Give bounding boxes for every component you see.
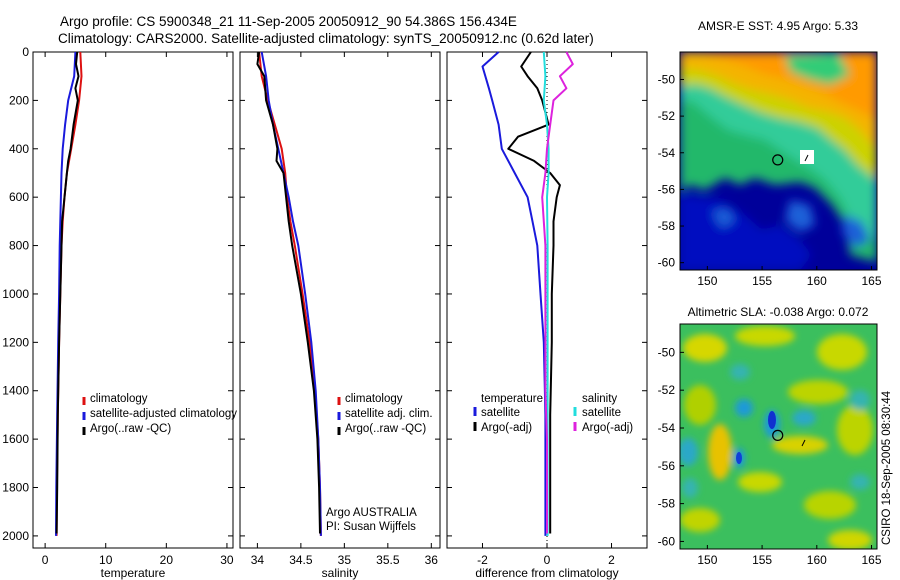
float-position-marker xyxy=(772,429,784,441)
y-tick-label: -60 xyxy=(658,256,676,270)
legend-heading-temperature: temperature xyxy=(481,393,543,405)
x-axis-label: difference from climatology xyxy=(475,566,618,580)
y-tick-label: 800 xyxy=(9,239,29,253)
y-tick-label: -60 xyxy=(658,534,676,548)
sst-map-axes: 150 155 160 165 -50 -52 -54 -56 -58 -60 xyxy=(658,51,882,288)
x-tick-label: 0 xyxy=(42,553,49,567)
legend-label: Argo(..raw -QC) xyxy=(90,423,171,435)
credit-line-1: Argo AUSTRALIA xyxy=(326,507,417,519)
x-tick-label: 0 xyxy=(544,553,551,567)
salinity-panel: 34 34.5 35 35.5 36 salinity xyxy=(239,51,441,580)
sst-map-title: AMSR-E SST: 4.95 Argo: 5.33 xyxy=(698,19,858,33)
y-tick-label: -54 xyxy=(658,146,676,160)
x-axis-label: salinity xyxy=(322,566,359,580)
legend-label: Argo(-adj) xyxy=(582,422,633,434)
legend-label: Argo(-adj) xyxy=(481,422,532,434)
y-tick-label: 1000 xyxy=(2,287,29,301)
x-axis-label: temperature xyxy=(101,566,166,580)
legend-label: satellite xyxy=(582,407,621,419)
x-tick-label: 35.5 xyxy=(376,553,400,567)
map-frame xyxy=(679,323,878,550)
x-tick-label: 155 xyxy=(752,553,772,567)
x-tick-label: 160 xyxy=(807,553,827,567)
y-tick-label: 1800 xyxy=(2,481,29,495)
x-tick-label: 150 xyxy=(697,274,717,288)
y-tick-label: 1600 xyxy=(2,432,29,446)
legend-label: satellite-adjusted climatology xyxy=(90,408,237,420)
legend-heading-salinity: salinity xyxy=(582,393,617,405)
title-line-1: Argo profile: CS 5900348_21 11-Sep-2005 … xyxy=(60,14,517,29)
y-tick-label: 200 xyxy=(9,93,29,107)
x-tick-label: 34 xyxy=(251,553,265,567)
y-tick-label: -56 xyxy=(658,459,676,473)
y-tick-label: -50 xyxy=(658,72,676,86)
y-tick-label: 2000 xyxy=(2,529,29,543)
y-tick-label: 0 xyxy=(22,45,29,59)
sla-map-axes: 150 155 160 165 -50 -52 -54 -56 -58 -60 xyxy=(658,323,882,567)
x-tick-label: 34.5 xyxy=(289,553,313,567)
x-tick-label: 150 xyxy=(697,553,717,567)
y-tick-label: 1400 xyxy=(2,384,29,398)
y-tick-label: -52 xyxy=(658,383,676,397)
temperature-legend: climatology satellite-adjusted climatolo… xyxy=(82,393,237,435)
difference-legend: temperature satellite Argo(-adj) salinit… xyxy=(473,393,633,434)
x-tick-label: 36 xyxy=(425,553,439,567)
sla-map-title: Altimetric SLA: -0.038 Argo: 0.072 xyxy=(688,305,869,319)
x-tick-label: 30 xyxy=(220,553,234,567)
x-tick-label: 160 xyxy=(807,274,827,288)
series-line-salinity-argo-adj- xyxy=(541,51,574,534)
x-tick-label: 165 xyxy=(862,274,882,288)
temperature-panel: 0 10 20 30 temperature 0 200 400 600 800 1000 1200 1… xyxy=(2,45,234,580)
y-tick-label: -56 xyxy=(658,182,676,196)
x-tick-label: 2 xyxy=(608,553,615,567)
x-tick-label: 165 xyxy=(862,553,882,567)
y-tick-label: -52 xyxy=(658,109,676,123)
series-line-salinity-satellite xyxy=(542,51,550,536)
y-tick-label: 1200 xyxy=(2,335,29,349)
series-line-argo-raw-qc- xyxy=(55,51,80,534)
legend-label: Argo(..raw -QC) xyxy=(345,423,426,435)
sst-map-image xyxy=(680,52,877,270)
y-tick-label: -54 xyxy=(658,421,676,435)
x-tick-label: 35 xyxy=(338,553,352,567)
title-line-2: Climatology: CARS2000. Satellite-adjuste… xyxy=(58,31,594,46)
series-line-argo-raw-qc- xyxy=(256,51,321,534)
series-line-temperature-argo-adj- xyxy=(507,51,561,534)
y-tick-label: -58 xyxy=(658,219,676,233)
map-frame xyxy=(679,51,878,271)
plot-frame xyxy=(239,51,441,549)
timestamp-stamp: CSIRO 18-Sep-2005 08:30:44 xyxy=(881,390,893,545)
x-tick-label: 155 xyxy=(752,274,772,288)
legend-label: climatology xyxy=(345,393,403,405)
x-tick-label: -2 xyxy=(477,553,488,567)
legend-label: climatology xyxy=(90,393,148,405)
x-tick-label: 20 xyxy=(160,553,174,567)
plot-frame xyxy=(32,51,234,549)
legend-label: satellite xyxy=(481,407,520,419)
y-tick-label: 600 xyxy=(9,190,29,204)
legend-label: satellite adj. clim. xyxy=(345,408,433,420)
y-tick-label: -58 xyxy=(658,497,676,511)
series-line-satellite-adj-clim- xyxy=(260,51,322,536)
y-tick-label: 400 xyxy=(9,142,29,156)
x-tick-label: 10 xyxy=(99,553,113,567)
y-tick-label: -50 xyxy=(658,345,676,359)
salinity-legend: climatology satellite adj. clim. Argo(..… xyxy=(337,393,433,435)
credit-line-2: PI: Susan Wijffels xyxy=(326,521,416,533)
float-position-marker xyxy=(772,154,784,166)
sla-map-image xyxy=(680,324,877,549)
